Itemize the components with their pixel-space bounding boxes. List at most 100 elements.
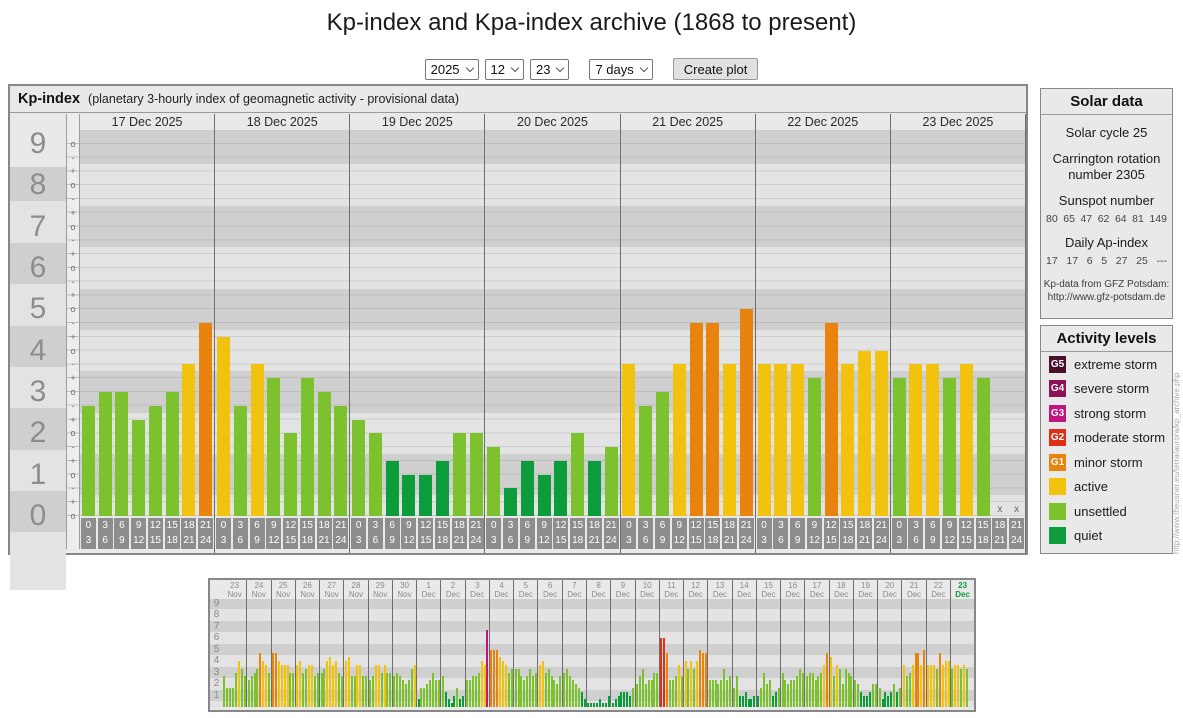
range-select[interactable]: 7 days bbox=[589, 58, 653, 80]
kp-bar-slot bbox=[215, 130, 232, 516]
kp-bar bbox=[250, 676, 253, 707]
overview-day-header: 12 Dec bbox=[688, 581, 703, 599]
kp-bar bbox=[814, 680, 817, 707]
kp-bar-slot bbox=[164, 130, 181, 516]
day-select[interactable]: 23 bbox=[530, 58, 570, 80]
kp-bar bbox=[332, 664, 335, 707]
overview-bar-slot bbox=[274, 599, 277, 707]
kp-bar bbox=[920, 664, 923, 707]
time-bin-label: 9 12 bbox=[536, 518, 552, 549]
y-subtick: + bbox=[70, 414, 76, 425]
overview-y-tick: 4 bbox=[213, 655, 220, 667]
overview-bar-slot bbox=[556, 599, 559, 707]
overview-bar-slot bbox=[383, 599, 386, 707]
band bbox=[80, 205, 1026, 248]
activity-level-row: active bbox=[1041, 475, 1172, 500]
sunspot-value: 80 bbox=[1046, 213, 1058, 225]
overview-bar-slot bbox=[286, 599, 289, 707]
y-subtick: + bbox=[70, 497, 76, 508]
time-bin-labels: 0 3 3 6 6 9 9 12 12 15 15 18 18 21 21 24 bbox=[485, 518, 619, 549]
kp-bar bbox=[115, 391, 129, 516]
kp-bar bbox=[523, 680, 526, 707]
overview-bar-slot bbox=[638, 599, 641, 707]
overview-bar-slot bbox=[510, 599, 513, 707]
time-bin-cell: 12 15 bbox=[282, 518, 299, 549]
year-select[interactable]: 2025 bbox=[424, 58, 479, 80]
kp-bar bbox=[896, 691, 899, 707]
overview-day-bars bbox=[587, 599, 610, 707]
kp-bar bbox=[960, 668, 963, 707]
overview-bar-slot bbox=[884, 599, 887, 707]
time-bin-cell: 21 24 bbox=[197, 518, 214, 549]
overview-bar-slot bbox=[340, 599, 343, 707]
time-bin-label: 12 15 bbox=[688, 518, 704, 549]
storm-level-badge: G4 bbox=[1049, 380, 1066, 398]
kp-bar bbox=[568, 676, 571, 707]
y-tick-label: 9 bbox=[29, 126, 47, 160]
kp-bar bbox=[229, 687, 232, 707]
overview-bar-slot bbox=[735, 599, 738, 707]
kp-bar bbox=[733, 687, 736, 707]
overview-bar-slot bbox=[604, 599, 607, 707]
month-select[interactable]: 12 bbox=[484, 58, 524, 80]
sunspot-value: 149 bbox=[1149, 213, 1167, 225]
overview-bar-slot bbox=[626, 599, 629, 707]
overview-bar-slot bbox=[677, 599, 680, 707]
overview-bar-slot bbox=[371, 599, 375, 707]
time-bin-cell: 12 15 bbox=[147, 518, 164, 549]
overview-bar-slot bbox=[629, 599, 632, 707]
overview-bar-slot bbox=[423, 599, 426, 707]
overview-bar-slot bbox=[534, 599, 538, 707]
kp-bar bbox=[502, 661, 504, 707]
kp-bar bbox=[299, 661, 302, 707]
kp-bar bbox=[976, 378, 990, 516]
kp-bar bbox=[289, 672, 292, 707]
kp-bar bbox=[389, 672, 392, 707]
kp-bar bbox=[554, 461, 568, 516]
kp-bar bbox=[277, 661, 280, 707]
time-bin-label: 18 21 bbox=[451, 518, 467, 549]
overview-bar-slot bbox=[850, 599, 853, 707]
kp-bar bbox=[892, 378, 906, 516]
kp-bar bbox=[541, 661, 544, 707]
overview-bar-slot bbox=[908, 599, 911, 707]
kp-y-axis-subticks: o - + o - + o - + o - + o - + o - + o - + o - + o - + o bbox=[66, 114, 80, 549]
time-bin-label: 15 18 bbox=[975, 518, 991, 549]
overview-bar-slot bbox=[863, 599, 866, 707]
overview-bar-slot bbox=[329, 599, 332, 707]
kp-bar bbox=[723, 364, 737, 516]
kp-bar bbox=[510, 668, 513, 707]
y-tick-label: 3 bbox=[29, 374, 47, 408]
overview-bar-slot bbox=[720, 599, 723, 707]
overview-bar-slot bbox=[784, 599, 787, 707]
overview-bar-slot bbox=[738, 599, 741, 707]
overview-day-header: 3 Dec bbox=[470, 581, 485, 599]
overview-day-bars bbox=[417, 599, 440, 707]
overview-day-column: 5 Dec bbox=[514, 580, 539, 707]
kp-bar bbox=[647, 680, 650, 707]
kp-bar bbox=[747, 699, 750, 707]
overview-bar-slot bbox=[523, 599, 526, 707]
kp-bar bbox=[666, 653, 669, 707]
kp-bar bbox=[232, 687, 235, 707]
kp-bar bbox=[601, 703, 604, 707]
overview-day-header: 9 Dec bbox=[615, 581, 630, 599]
overview-day-header: 11 Dec bbox=[664, 581, 679, 599]
kp-bar-slot bbox=[502, 130, 519, 516]
time-bin-label: 18 21 bbox=[181, 518, 197, 549]
kp-bar bbox=[680, 676, 683, 707]
overview-bar-slot bbox=[620, 599, 623, 707]
overview-bar-slot bbox=[280, 599, 283, 707]
overview-bar-slot bbox=[971, 599, 974, 707]
overview-bar-slot bbox=[914, 599, 917, 707]
kp-bar bbox=[429, 680, 432, 707]
overview-day-bars bbox=[660, 599, 683, 707]
create-plot-button[interactable]: Create plot bbox=[672, 58, 759, 80]
kp-bar bbox=[352, 419, 366, 516]
time-bin-cell: 9 12 bbox=[806, 518, 823, 549]
